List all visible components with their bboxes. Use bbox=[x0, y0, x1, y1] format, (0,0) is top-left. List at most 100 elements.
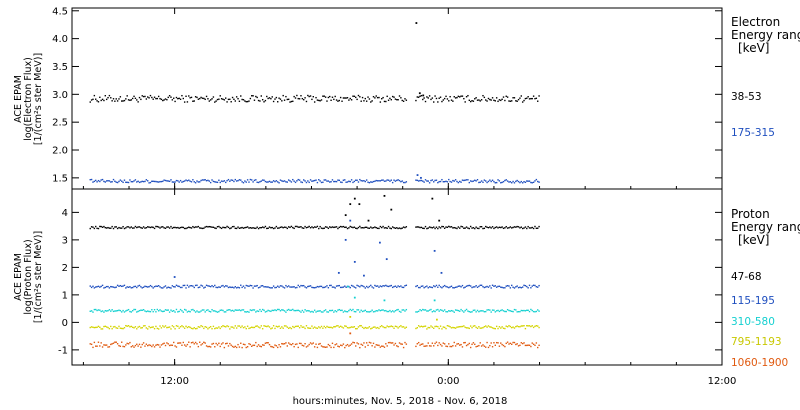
point-proton-3-154 bbox=[300, 325, 302, 327]
proton-legend-title-3: [keV] bbox=[738, 233, 769, 247]
point-proton-1-79 bbox=[197, 286, 200, 289]
point-proton-0-179 bbox=[334, 226, 336, 228]
point-proton-1-262 bbox=[456, 286, 458, 288]
point-proton-3-184 bbox=[341, 326, 343, 328]
point-proton-2-103 bbox=[230, 310, 232, 312]
point-proton-0-127 bbox=[263, 226, 265, 229]
point-proton-2-138 bbox=[278, 308, 280, 311]
event-point-proton-4-0 bbox=[349, 332, 352, 335]
point-proton-1-242 bbox=[428, 286, 431, 288]
point-proton-0-41 bbox=[145, 226, 148, 229]
point-proton-4-214 bbox=[382, 345, 384, 347]
point-proton-2-210 bbox=[376, 310, 379, 312]
point-proton-0-133 bbox=[271, 226, 273, 229]
point-electron-0-183 bbox=[339, 96, 342, 99]
point-proton-0-137 bbox=[277, 227, 279, 229]
point-proton-2-147 bbox=[290, 309, 293, 311]
point-proton-4-276 bbox=[475, 345, 477, 348]
electron-legend-title-2: Energy ranges bbox=[731, 28, 800, 42]
point-proton-4-199 bbox=[361, 344, 364, 346]
point-electron-0-162 bbox=[311, 98, 313, 101]
point-proton-3-6 bbox=[97, 325, 100, 328]
point-electron-1-167 bbox=[318, 179, 320, 181]
point-proton-0-316 bbox=[530, 227, 532, 229]
point-proton-3-97 bbox=[222, 325, 224, 327]
point-electron-0-254 bbox=[445, 95, 447, 98]
point-electron-0-38 bbox=[141, 95, 143, 97]
x-axis-label: hours:minutes, Nov. 5, 2018 - Nov. 6, 20… bbox=[293, 396, 508, 407]
point-proton-4-47 bbox=[153, 346, 156, 348]
point-proton-3-102 bbox=[229, 328, 231, 330]
point-electron-0-6 bbox=[97, 101, 100, 103]
point-proton-0-157 bbox=[304, 225, 306, 228]
point-proton-2-51 bbox=[159, 309, 161, 311]
point-proton-3-59 bbox=[170, 328, 172, 330]
series-proton-115-195 bbox=[89, 219, 540, 289]
point-proton-3-58 bbox=[168, 326, 171, 328]
point-proton-0-292 bbox=[497, 227, 499, 229]
point-proton-0-120 bbox=[253, 227, 256, 229]
point-proton-4-51 bbox=[159, 346, 161, 348]
point-proton-0-3 bbox=[93, 227, 96, 230]
point-proton-0-251 bbox=[441, 225, 443, 228]
point-proton-3-151 bbox=[296, 325, 298, 328]
point-electron-0-84 bbox=[204, 98, 206, 101]
point-proton-4-92 bbox=[215, 342, 217, 345]
point-proton-3-128 bbox=[264, 325, 267, 327]
point-proton-2-307 bbox=[517, 310, 520, 313]
point-proton-4-95 bbox=[219, 345, 221, 348]
point-proton-1-306 bbox=[516, 285, 518, 287]
point-proton-2-35 bbox=[137, 310, 139, 313]
point-electron-1-158 bbox=[305, 181, 308, 184]
point-proton-3-116 bbox=[248, 327, 250, 330]
point-proton-0-73 bbox=[189, 226, 191, 229]
point-electron-1-31 bbox=[131, 181, 134, 183]
point-proton-2-52 bbox=[160, 310, 163, 312]
point-proton-2-275 bbox=[474, 309, 476, 311]
point-electron-0-142 bbox=[283, 99, 286, 101]
point-proton-4-319 bbox=[534, 344, 536, 347]
point-electron-0-134 bbox=[272, 100, 275, 103]
point-electron-0-298 bbox=[505, 95, 507, 97]
point-proton-3-273 bbox=[471, 326, 473, 329]
point-proton-0-53 bbox=[162, 226, 164, 228]
point-proton-1-2 bbox=[92, 285, 94, 287]
point-electron-0-90 bbox=[212, 96, 215, 98]
point-proton-3-52 bbox=[160, 327, 163, 329]
point-proton-1-197 bbox=[359, 286, 361, 288]
point-proton-2-2 bbox=[92, 311, 94, 313]
point-electron-0-54 bbox=[163, 99, 165, 101]
point-electron-1-156 bbox=[303, 179, 305, 181]
point-electron-1-102 bbox=[229, 180, 231, 182]
point-electron-0-211 bbox=[378, 96, 380, 99]
point-proton-0-286 bbox=[489, 226, 491, 228]
point-proton-0-32 bbox=[133, 227, 135, 229]
point-electron-0-285 bbox=[487, 97, 490, 100]
point-proton-0-202 bbox=[365, 226, 368, 229]
point-proton-3-98 bbox=[223, 325, 226, 328]
point-proton-1-154 bbox=[300, 284, 302, 287]
point-proton-1-244 bbox=[431, 286, 434, 289]
point-electron-0-7 bbox=[99, 96, 101, 99]
point-proton-4-164 bbox=[313, 346, 316, 348]
point-proton-1-263 bbox=[457, 285, 460, 287]
point-proton-1-117 bbox=[249, 284, 252, 287]
point-proton-4-98 bbox=[223, 346, 226, 349]
event-point-proton-3-1 bbox=[436, 318, 438, 321]
point-proton-2-224 bbox=[396, 309, 398, 311]
point-proton-1-129 bbox=[266, 286, 268, 288]
point-proton-0-205 bbox=[370, 226, 372, 228]
point-electron-0-125 bbox=[260, 95, 262, 97]
point-proton-1-255 bbox=[446, 286, 449, 288]
point-proton-3-56 bbox=[166, 326, 168, 329]
point-proton-4-114 bbox=[245, 346, 247, 349]
point-electron-1-238 bbox=[423, 181, 425, 183]
point-electron-0-255 bbox=[446, 98, 449, 100]
point-proton-0-255 bbox=[446, 226, 449, 229]
point-proton-4-135 bbox=[274, 344, 276, 346]
point-proton-3-197 bbox=[359, 325, 361, 327]
point-proton-3-231 bbox=[405, 326, 408, 328]
point-proton-3-141 bbox=[282, 327, 284, 329]
y-tick-label-proton-2: 1 bbox=[62, 290, 68, 301]
point-proton-2-81 bbox=[200, 310, 202, 312]
